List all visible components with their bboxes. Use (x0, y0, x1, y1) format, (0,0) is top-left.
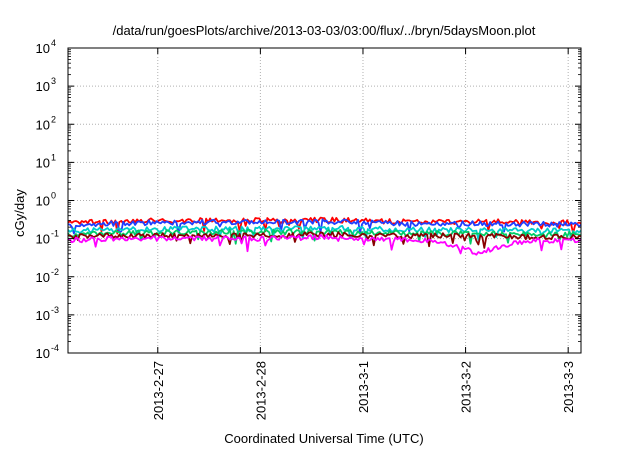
y-tick-exponent: -4 (51, 343, 59, 353)
x-tick-label: 2013-3-1 (356, 361, 371, 413)
y-tick-label: 10 (36, 270, 50, 285)
y-tick-label: 10 (36, 308, 50, 323)
x-axis-label: Coordinated Universal Time (UTC) (224, 431, 423, 446)
series-line-6 (67, 233, 582, 256)
grid-layer (68, 48, 581, 353)
x-tick-layer: 2013-2-27 2013-2-28 2013-3-1 2013-3-2 2013-3… (151, 48, 576, 420)
y-tick-exponent: 3 (51, 76, 56, 86)
chart-title: /data/run/goesPlots/archive/2013-03-03/0… (113, 23, 536, 38)
y-tick-label: 10 (36, 79, 50, 94)
y-tick-label: 10 (36, 41, 50, 56)
y-tick-label: 10 (36, 346, 50, 361)
series-line-2 (67, 218, 582, 235)
y-tick-label: 10 (36, 117, 50, 132)
x-tick-label: 2013-2-28 (253, 361, 268, 420)
y-tick-exponent: -2 (51, 267, 59, 277)
y-tick-exponent: -1 (51, 229, 59, 239)
y-tick-exponent: -3 (51, 305, 59, 315)
series-line-5 (67, 231, 582, 249)
x-tick-label: 2013-3-2 (459, 361, 474, 413)
y-tick-exponent: 0 (51, 191, 56, 201)
x-tick-label: 2013-2-27 (151, 361, 166, 420)
y-tick-exponent: 4 (51, 38, 56, 48)
series-line-1 (67, 216, 582, 235)
y-tick-exponent: 1 (51, 152, 56, 162)
plot-frame (67, 47, 582, 354)
y-tick-label: 10 (36, 194, 50, 209)
y-tick-label: 10 (36, 232, 50, 247)
x-tick-label: 2013-3-3 (561, 361, 576, 413)
y-tick-exponent: 2 (51, 114, 56, 124)
y-axis-label: cGy/day (12, 189, 27, 237)
y-tick-label: 10 (36, 155, 50, 170)
series-layer (67, 216, 582, 256)
